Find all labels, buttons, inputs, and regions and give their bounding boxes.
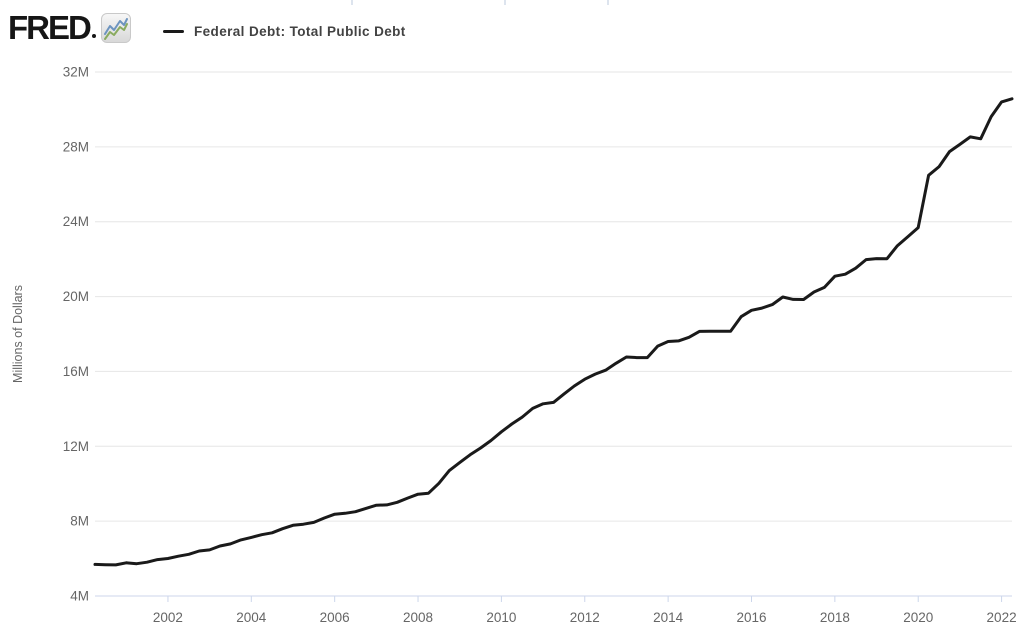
x-tick-label: 2008 <box>403 610 433 625</box>
registered-mark-dot <box>91 34 96 38</box>
x-tick-label: 2002 <box>153 610 183 625</box>
y-axis-title: Millions of Dollars <box>11 285 25 383</box>
x-tick-label: 2012 <box>570 610 600 625</box>
legend-item[interactable]: Federal Debt: Total Public Debt <box>163 24 406 39</box>
y-tick-label: 32M <box>63 65 89 80</box>
y-tick-label: 16M <box>63 364 89 379</box>
y-tick-label: 12M <box>63 439 89 454</box>
x-tick-label: 2022 <box>987 610 1017 625</box>
x-tick-label: 2020 <box>903 610 933 625</box>
x-tick-label: 2004 <box>236 610 267 625</box>
cropped-toolbar-artifact <box>351 0 353 5</box>
x-tick-label: 2006 <box>320 610 350 625</box>
cropped-toolbar-artifact <box>504 0 506 5</box>
y-tick-label: 4M <box>70 589 89 604</box>
fred-sparkline-icon <box>100 13 131 43</box>
x-tick-label: 2014 <box>653 610 684 625</box>
cropped-toolbar-artifact <box>607 0 609 5</box>
x-tick-label: 2018 <box>820 610 850 625</box>
fred-logo[interactable]: FRED <box>8 9 131 46</box>
y-tick-label: 28M <box>63 139 89 154</box>
legend-series-label: Federal Debt: Total Public Debt <box>194 24 406 39</box>
x-tick-label: 2016 <box>736 610 766 625</box>
y-tick-label: 20M <box>63 289 89 304</box>
fred-logo-text: FRED <box>8 9 92 46</box>
legend-dash-icon <box>163 30 184 33</box>
x-tick-label: 2010 <box>486 610 516 625</box>
y-tick-label: 24M <box>63 214 89 229</box>
y-tick-label: 8M <box>70 514 89 529</box>
series-line[interactable] <box>93 97 1014 567</box>
